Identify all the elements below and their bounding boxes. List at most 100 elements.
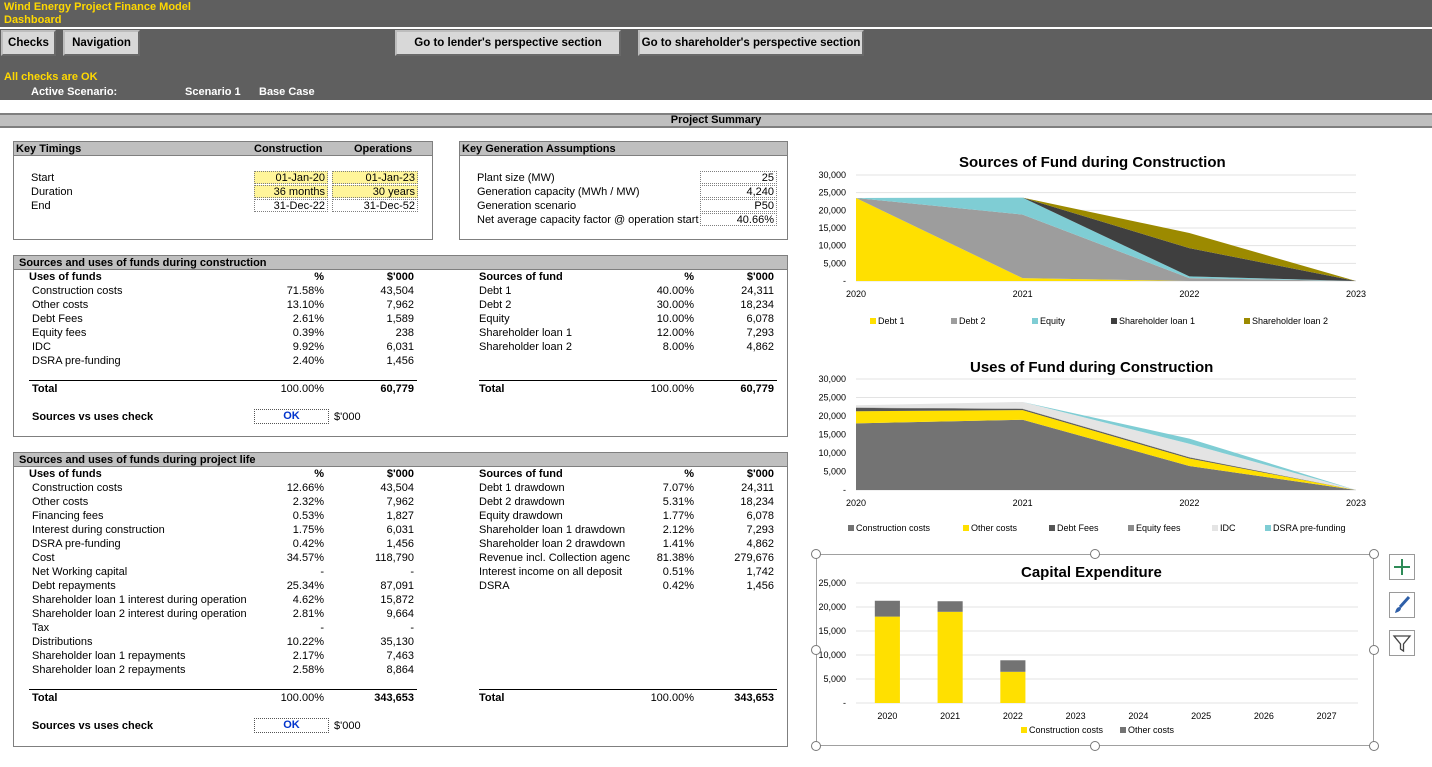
uses-item-amount: - <box>410 566 414 578</box>
timing-label: End <box>31 200 51 212</box>
sources-item-label: Debt 1 <box>479 285 512 297</box>
sources-uses-check-value: OK <box>254 718 329 733</box>
bar-other-costs <box>874 600 900 617</box>
bar-construction-costs <box>937 611 963 703</box>
operations-start-input[interactable]: 01-Jan-23 <box>332 171 418 184</box>
key-timings-title: Key Timings <box>16 143 82 155</box>
x-tick-label: 2022 <box>1179 289 1199 299</box>
generation-header: Key Generation Assumptions <box>460 142 787 156</box>
resize-handle[interactable] <box>1090 549 1100 559</box>
sources-total-pct: 100.00% <box>650 692 694 704</box>
legend-label: Debt 1 <box>878 316 905 326</box>
resize-handle[interactable] <box>1090 741 1100 751</box>
bar-other-costs <box>937 601 963 612</box>
sources-item-amount: 6,078 <box>746 510 774 522</box>
legend-label: Equity <box>1040 316 1066 326</box>
sources-item-pct: 10.00% <box>656 313 694 325</box>
pct-header: % <box>684 271 694 283</box>
uses-item-pct: 10.22% <box>286 636 324 648</box>
resize-handle[interactable] <box>811 645 821 655</box>
chart-filters-button[interactable] <box>1389 630 1415 656</box>
sources-item-amount: 24,311 <box>741 482 774 494</box>
uses-item-label: IDC <box>32 341 51 353</box>
sources-item-pct: 5.31% <box>662 496 694 508</box>
sources-item-label: Interest income on all deposit <box>479 566 623 578</box>
uses-item-amount: 6,031 <box>386 341 414 353</box>
x-tick-label: 2023 <box>1346 498 1366 508</box>
key-timings-panel: Key Timings Construction Operations Star… <box>13 141 433 240</box>
life-sources-uses-panel: Sources and uses of funds during project… <box>13 452 788 747</box>
resize-handle[interactable] <box>1369 645 1379 655</box>
construction-end-value: 31-Dec-22 <box>254 199 328 212</box>
resize-handle[interactable] <box>811 549 821 559</box>
legend-label: Debt 2 <box>959 316 986 326</box>
sources-item-label: Equity drawdown <box>479 510 563 522</box>
chart-elements-button[interactable] <box>1389 554 1415 580</box>
total-rule <box>29 689 417 690</box>
legend-swatch <box>951 318 957 324</box>
sources-item-label: DSRA <box>479 580 510 592</box>
generation-capacity-value: 4,240 <box>700 185 777 198</box>
uses-item-label: Shareholder loan 1 repayments <box>32 650 186 662</box>
timing-label: Duration <box>31 186 73 198</box>
lender-perspective-button[interactable]: Go to lender's perspective section <box>395 30 621 56</box>
legend-swatch <box>1111 318 1117 324</box>
operations-duration-input[interactable]: 30 years <box>332 185 418 198</box>
shareholder-perspective-button[interactable]: Go to shareholder's perspective section <box>638 30 864 56</box>
sources-item-amount: 279,676 <box>734 552 774 564</box>
uses-item-label: Shareholder loan 1 interest during opera… <box>32 594 247 606</box>
sources-item-pct: 40.00% <box>656 285 694 297</box>
generation-label: Plant size (MW) <box>477 172 555 184</box>
sources-item-pct: 0.51% <box>662 566 694 578</box>
total-rule <box>479 380 777 381</box>
uses-item-pct: 34.57% <box>286 552 324 564</box>
uses-item-pct: 2.58% <box>292 664 324 676</box>
total-rule <box>479 689 777 690</box>
legend-swatch <box>1120 727 1126 733</box>
y-tick-label: 10,000 <box>818 448 846 458</box>
pct-header: % <box>314 468 324 480</box>
sources-item-pct: 1.41% <box>662 538 694 550</box>
generation-label: Generation scenario <box>477 200 577 212</box>
sources-item-amount: 18,234 <box>740 299 774 311</box>
resize-handle[interactable] <box>1369 741 1379 751</box>
resize-handle[interactable] <box>811 741 821 751</box>
y-tick-label: 20,000 <box>818 411 846 421</box>
generation-label: Generation capacity (MWh / MW) <box>477 186 640 198</box>
uses-item-pct: 9.92% <box>292 341 324 353</box>
sources-header: Sources of fund <box>479 468 563 480</box>
legend-swatch <box>1265 525 1271 531</box>
navigation-button[interactable]: Navigation <box>63 30 140 56</box>
y-tick-label: 20,000 <box>818 205 846 215</box>
uses-item-label: Cost <box>32 552 55 564</box>
uses-item-amount: 43,504 <box>380 285 414 297</box>
uses-item-label: DSRA pre-funding <box>32 355 121 367</box>
checks-status: All checks are OK <box>4 71 98 83</box>
sources-uses-check-label: Sources vs uses check <box>32 411 154 423</box>
chart-styles-button[interactable] <box>1389 592 1415 618</box>
construction-duration-input[interactable]: 36 months <box>254 185 328 198</box>
x-tick-label: 2021 <box>1013 289 1033 299</box>
generation-scenario-value: P50 <box>700 199 777 212</box>
uses-item-label: Shareholder loan 2 repayments <box>32 664 186 676</box>
uses-item-amount: 87,091 <box>380 580 414 592</box>
resize-handle[interactable] <box>1369 549 1379 559</box>
y-tick-label: 20,000 <box>818 602 846 612</box>
key-timings-header: Key Timings Construction Operations <box>14 142 432 156</box>
legend-swatch <box>848 525 854 531</box>
y-tick-label: 25,000 <box>818 188 846 198</box>
uses-item-pct: 13.10% <box>286 299 324 311</box>
checks-button[interactable]: Checks <box>1 30 56 56</box>
uses-item-pct: - <box>320 566 324 578</box>
uses-item-pct: 71.58% <box>286 285 324 297</box>
chart-selection-frame <box>816 554 1374 746</box>
sources-item-label: Shareholder loan 2 <box>479 341 572 353</box>
section-title: Sources and uses of funds during constru… <box>19 257 267 269</box>
uses-total-label: Total <box>32 383 58 395</box>
legend-label: Equity fees <box>1136 523 1181 533</box>
capex-chart-title: Capital Expenditure <box>1021 564 1162 581</box>
amount-header: $'000 <box>386 468 414 480</box>
uses-item-amount: 118,790 <box>375 552 414 564</box>
col-operations: Operations <box>354 143 413 155</box>
construction-start-input[interactable]: 01-Jan-20 <box>254 171 328 184</box>
